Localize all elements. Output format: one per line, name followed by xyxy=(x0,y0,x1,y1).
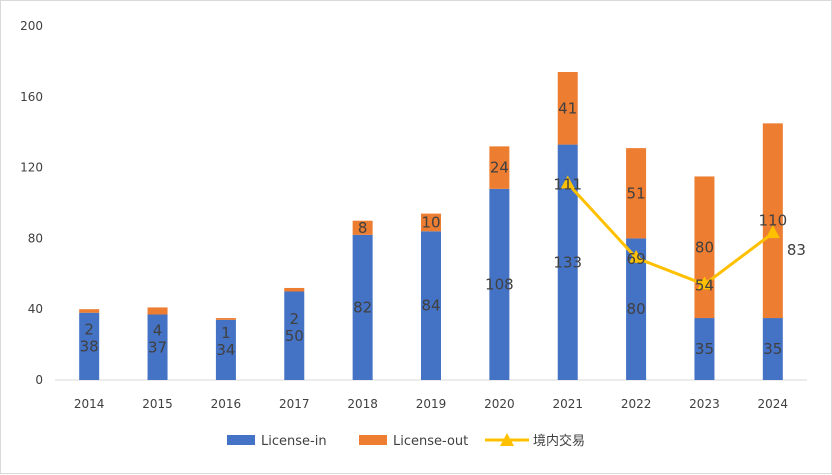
x-tick-label: 2019 xyxy=(416,397,447,411)
bar-license-in xyxy=(352,234,373,380)
data-label-license-out: 1 xyxy=(221,324,231,342)
x-tick-label: 2016 xyxy=(211,397,242,411)
line-series-layer xyxy=(560,175,780,290)
data-label-license-in: 35 xyxy=(695,340,714,358)
data-label-license-in: 35 xyxy=(763,340,782,358)
bar-license-out xyxy=(352,220,373,235)
bar-license-in xyxy=(215,319,236,380)
bar-license-out xyxy=(557,72,578,145)
legend-swatch-license-out xyxy=(359,435,387,445)
y-tick-label: 200 xyxy=(20,19,43,33)
x-tick-label: 2023 xyxy=(689,397,720,411)
bar-license-in xyxy=(557,144,578,380)
bar-license-in xyxy=(284,291,305,380)
bar-license-in xyxy=(762,318,783,380)
data-label-license-in: 34 xyxy=(216,341,235,359)
x-tick-label: 2018 xyxy=(347,397,378,411)
legend-swatch-license-in xyxy=(227,435,255,445)
data-label-license-out: 24 xyxy=(490,159,509,177)
bar-license-out xyxy=(79,309,100,313)
y-tick-label: 160 xyxy=(20,90,43,104)
bar-license-out xyxy=(626,148,647,239)
data-label-domestic: 54 xyxy=(695,276,714,294)
bar-license-in xyxy=(489,188,510,380)
y-axis-ticks: 0 40 80 120 160 200 xyxy=(20,19,43,387)
bar-license-out xyxy=(421,213,441,232)
y-tick-label: 0 xyxy=(35,373,43,387)
legend-label-license-out: License-out xyxy=(393,434,468,449)
legend: License-in License-out 境内交易 xyxy=(227,433,585,449)
data-label-domestic: 69 xyxy=(627,250,646,268)
data-label-license-out: 2 xyxy=(84,320,94,338)
bar-license-out xyxy=(284,287,305,292)
data-label-license-out: 41 xyxy=(558,99,577,117)
bar-license-in xyxy=(626,238,647,380)
data-label-license-in: 108 xyxy=(485,275,514,293)
x-axis-ticks: 2014 2015 2016 2017 2018 2019 2020 2021 2022 2023… xyxy=(74,397,788,411)
line-marker xyxy=(697,276,712,290)
data-label-license-in: 82 xyxy=(353,298,372,316)
x-tick-label: 2017 xyxy=(279,397,310,411)
data-label-license-out: 10 xyxy=(421,213,440,231)
legend-swatch-marker xyxy=(500,433,514,446)
data-label-license-out: 51 xyxy=(627,184,646,202)
bar-license-in xyxy=(694,318,715,380)
data-label-domestic: 111 xyxy=(553,176,582,194)
data-label-license-in: 133 xyxy=(553,253,582,271)
data-label-license-in: 80 xyxy=(627,300,646,318)
x-tick-label: 2022 xyxy=(621,397,652,411)
line-marker xyxy=(629,249,644,263)
data-label-license-out: 2 xyxy=(289,310,299,328)
data-label-domestic: 83 xyxy=(787,241,806,259)
data-label-license-in: 37 xyxy=(148,338,167,356)
bar-license-in xyxy=(79,312,100,380)
bar-license-out xyxy=(762,123,783,319)
bar-license-out xyxy=(489,146,510,189)
x-tick-label: 2021 xyxy=(552,397,583,411)
line-domestic xyxy=(566,182,774,286)
data-label-license-out: 80 xyxy=(695,238,714,256)
x-tick-label: 2024 xyxy=(758,397,789,411)
x-tick-label: 2015 xyxy=(142,397,173,411)
data-label-license-out: 4 xyxy=(153,321,163,339)
data-label-license-in: 84 xyxy=(421,297,440,315)
x-tick-label: 2020 xyxy=(484,397,515,411)
x-tick-label: 2014 xyxy=(74,397,105,411)
bars-layer xyxy=(79,72,783,380)
data-label-license-out: 8 xyxy=(358,219,368,237)
bar-license-in xyxy=(421,231,441,380)
legend-label-domestic: 境内交易 xyxy=(533,433,585,449)
data-label-license-in: 38 xyxy=(80,337,99,355)
bar-license-out xyxy=(215,318,236,320)
line-marker xyxy=(765,225,780,239)
y-tick-label: 80 xyxy=(28,231,43,245)
data-label-license-in: 50 xyxy=(285,327,304,345)
bar-license-out xyxy=(147,307,168,315)
bar-license-in xyxy=(147,314,168,380)
data-label-license-out: 110 xyxy=(758,212,787,230)
line-marker xyxy=(560,175,575,189)
y-tick-label: 40 xyxy=(28,302,43,316)
legend-label-license-in: License-in xyxy=(261,434,327,449)
y-tick-label: 120 xyxy=(20,161,43,175)
